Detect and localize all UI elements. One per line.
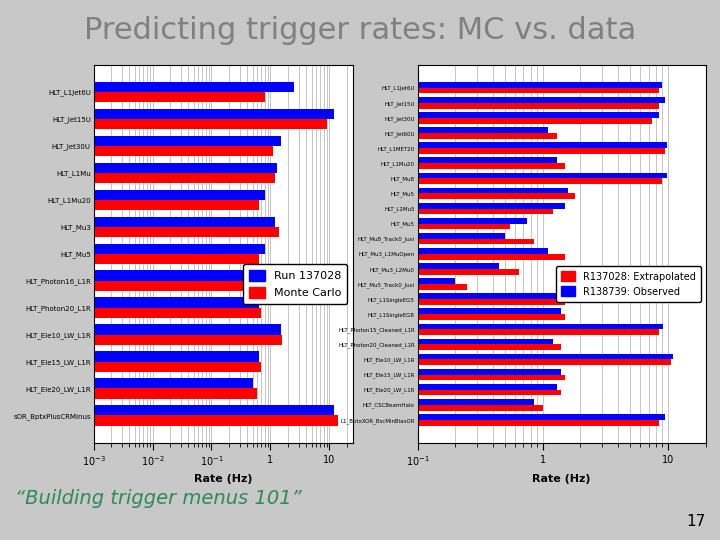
Bar (0, 269, 519, 275)
Bar (0, 405, 543, 410)
Bar (0, 361, 261, 372)
Bar (0, 158, 557, 163)
Bar (0, 193, 575, 199)
Bar (0, 103, 659, 109)
Bar (0, 217, 275, 227)
Bar (0, 369, 561, 375)
Bar (0, 148, 665, 154)
Bar (0, 163, 277, 173)
Bar (0, 339, 553, 345)
Bar (0, 325, 281, 335)
Bar (0, 263, 500, 269)
Bar (0, 329, 659, 335)
Bar (0, 97, 665, 103)
Bar (0, 112, 659, 118)
Bar (0, 335, 282, 345)
Bar (0, 354, 673, 360)
Bar (0, 190, 265, 200)
X-axis label: Rate (Hz): Rate (Hz) (194, 474, 253, 484)
Bar (0, 360, 670, 365)
Bar (0, 244, 265, 254)
Bar (0, 405, 334, 415)
Bar (0, 200, 259, 210)
Bar (0, 87, 659, 93)
Bar (0, 352, 259, 361)
Bar (0, 178, 662, 184)
Bar (0, 82, 294, 92)
Bar (0, 146, 273, 156)
Legend: R137028: Extrapolated, R138739: Observed: R137028: Extrapolated, R138739: Observed (556, 266, 701, 302)
Bar (0, 82, 662, 87)
Bar (0, 384, 557, 390)
Text: 17: 17 (686, 514, 706, 529)
Bar (0, 173, 275, 183)
Bar (0, 293, 557, 299)
Bar (0, 271, 277, 281)
Text: “Building trigger menus 101”: “Building trigger menus 101” (15, 489, 302, 508)
Bar (0, 281, 275, 291)
Bar (0, 224, 510, 230)
Bar (0, 173, 667, 178)
Bar (0, 254, 564, 260)
Text: Predicting trigger rates: MC vs. data: Predicting trigger rates: MC vs. data (84, 16, 636, 45)
Legend: Run 137028, Monte Carlo: Run 137028, Monte Carlo (243, 264, 347, 304)
Bar (0, 420, 659, 426)
Bar (0, 278, 455, 284)
Bar (0, 248, 548, 254)
Bar (0, 92, 265, 103)
Bar (0, 314, 564, 320)
Bar (0, 378, 253, 388)
Bar (0, 133, 557, 139)
Bar (0, 119, 327, 130)
Bar (0, 218, 527, 224)
Bar (0, 118, 652, 124)
Bar (0, 233, 505, 239)
Bar (0, 127, 548, 133)
Bar (0, 345, 561, 350)
Bar (0, 143, 667, 148)
Bar (0, 415, 338, 426)
Bar (0, 323, 663, 329)
Bar (0, 375, 564, 380)
Bar (0, 227, 279, 237)
Bar (0, 239, 534, 245)
Bar (0, 188, 568, 193)
Bar (0, 109, 334, 119)
Bar (0, 399, 534, 405)
X-axis label: Rate (Hz): Rate (Hz) (532, 474, 591, 484)
Bar (0, 254, 259, 264)
Bar (0, 299, 564, 305)
Bar (0, 308, 561, 314)
Bar (0, 298, 259, 308)
Bar (0, 284, 467, 290)
Bar (0, 308, 261, 318)
Bar (0, 202, 564, 208)
Bar (0, 163, 564, 169)
Bar (0, 208, 553, 214)
Bar (0, 390, 561, 395)
Bar (0, 136, 281, 146)
Bar (0, 388, 257, 399)
Bar (0, 414, 665, 420)
